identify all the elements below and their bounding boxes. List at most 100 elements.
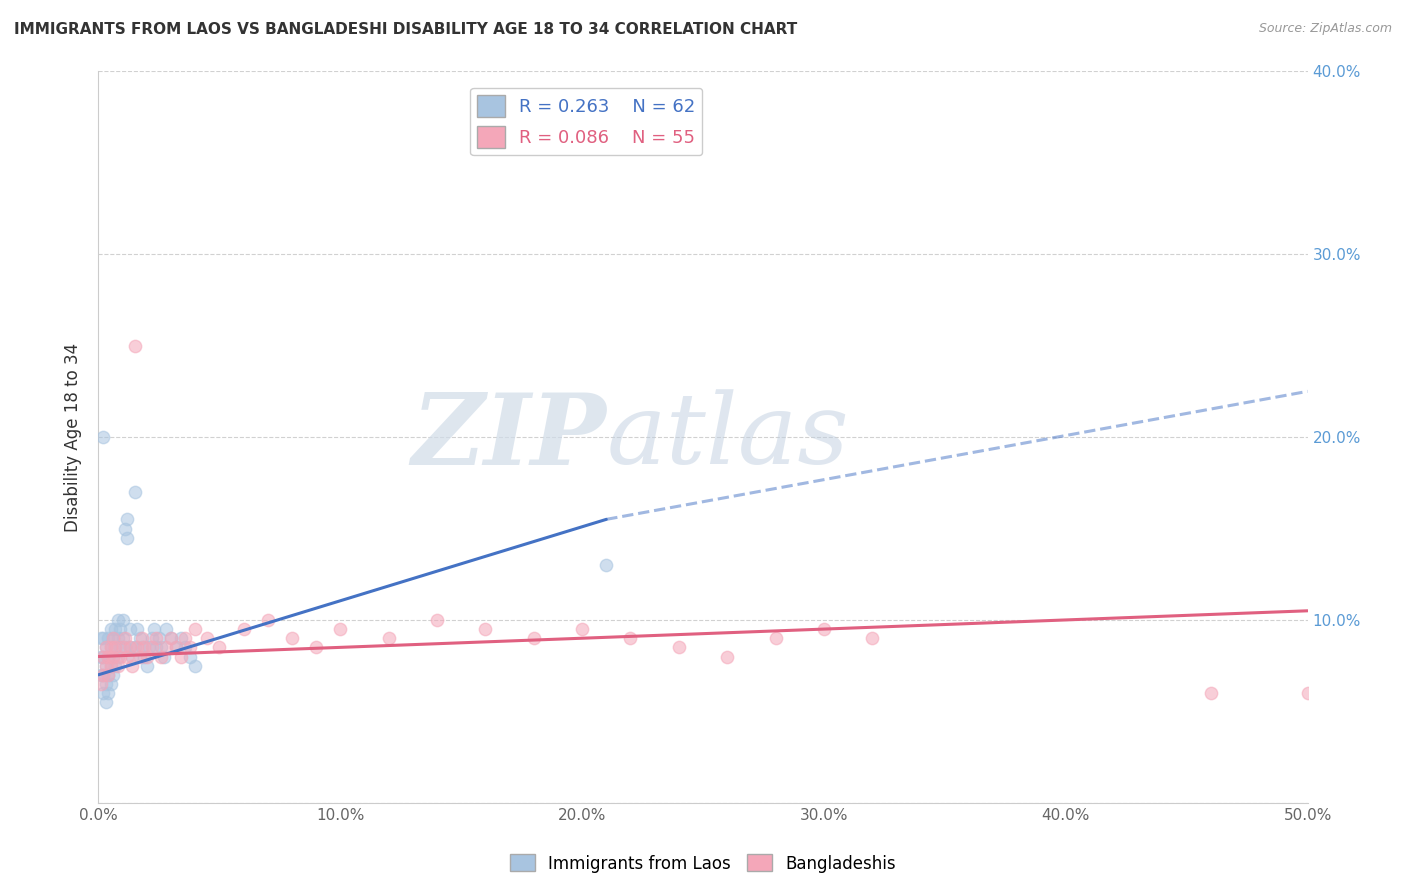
Point [150, 649, 173, 664]
Point [101, 632, 124, 646]
Point [117, 649, 139, 664]
Point [668, 640, 690, 655]
Point [97, 667, 120, 681]
Point [104, 640, 127, 655]
Point [107, 658, 129, 673]
Point [94, 640, 117, 655]
Point [91, 430, 114, 444]
Point [860, 632, 883, 646]
Point [135, 649, 157, 664]
Point [169, 649, 191, 664]
Point [813, 622, 835, 636]
Point [118, 622, 141, 636]
Point [107, 632, 129, 646]
Point [94, 677, 117, 691]
Point [117, 512, 139, 526]
Point [97, 667, 120, 681]
Point [1296, 686, 1319, 700]
Point [121, 658, 143, 673]
Point [111, 613, 134, 627]
Point [595, 558, 617, 573]
Point [155, 622, 177, 636]
Point [97, 649, 120, 664]
Point [104, 622, 127, 636]
Point [121, 649, 143, 664]
Point [160, 632, 183, 646]
Point [90, 649, 112, 664]
Point [124, 640, 146, 655]
Point [124, 485, 146, 500]
Point [100, 640, 122, 655]
Point [141, 640, 163, 655]
Point [101, 632, 124, 646]
Point [107, 649, 129, 664]
Point [90, 632, 112, 646]
Point [426, 613, 449, 627]
Point [184, 658, 207, 673]
Point [141, 632, 163, 646]
Point [108, 649, 131, 664]
Point [94, 695, 117, 709]
Point [101, 649, 124, 664]
Point [101, 667, 124, 681]
Point [169, 632, 191, 646]
Point [152, 649, 174, 664]
Point [91, 686, 114, 700]
Point [97, 649, 120, 664]
Point [329, 622, 352, 636]
Point [90, 677, 112, 691]
Point [100, 622, 122, 636]
Point [174, 640, 197, 655]
Point [118, 640, 141, 655]
Point [155, 640, 177, 655]
Point [101, 649, 124, 664]
Point [128, 632, 150, 646]
Point [127, 622, 149, 636]
Point [117, 531, 139, 545]
Point [90, 667, 112, 681]
Point [107, 613, 129, 627]
Point [256, 613, 278, 627]
Point [150, 640, 173, 655]
Point [100, 640, 122, 655]
Point [114, 632, 136, 646]
Point [131, 640, 153, 655]
Point [100, 658, 122, 673]
Point [127, 640, 149, 655]
Point [134, 649, 156, 664]
Point [108, 622, 131, 636]
Point [232, 622, 254, 636]
Point [104, 640, 127, 655]
Point [97, 632, 120, 646]
Point [100, 658, 122, 673]
Point [148, 632, 170, 646]
Point [179, 649, 201, 664]
Point [523, 632, 546, 646]
Point [94, 658, 117, 673]
Point [94, 640, 117, 655]
Point [160, 632, 183, 646]
Point [143, 622, 166, 636]
Point [94, 658, 117, 673]
Point [111, 632, 134, 646]
Point [174, 632, 197, 646]
Point [124, 338, 146, 352]
Point [619, 632, 641, 646]
Point [571, 622, 593, 636]
Text: atlas: atlas [606, 390, 849, 484]
Point [208, 640, 231, 655]
Point [716, 649, 738, 664]
Point [1199, 686, 1222, 700]
Point [91, 667, 114, 681]
Text: IMMIGRANTS FROM LAOS VS BANGLADESHI DISABILITY AGE 18 TO 34 CORRELATION CHART: IMMIGRANTS FROM LAOS VS BANGLADESHI DISA… [14, 22, 797, 37]
Point [145, 632, 167, 646]
Legend: R = 0.263    N = 62, R = 0.086    N = 55: R = 0.263 N = 62, R = 0.086 N = 55 [470, 87, 703, 155]
Point [111, 640, 134, 655]
Point [91, 649, 114, 664]
Text: Source: ZipAtlas.com: Source: ZipAtlas.com [1258, 22, 1392, 36]
Y-axis label: Disability Age 18 to 34: Disability Age 18 to 34 [65, 343, 83, 532]
Point [114, 521, 136, 535]
Point [165, 640, 187, 655]
Point [97, 686, 120, 700]
Text: ZIP: ZIP [412, 389, 606, 485]
